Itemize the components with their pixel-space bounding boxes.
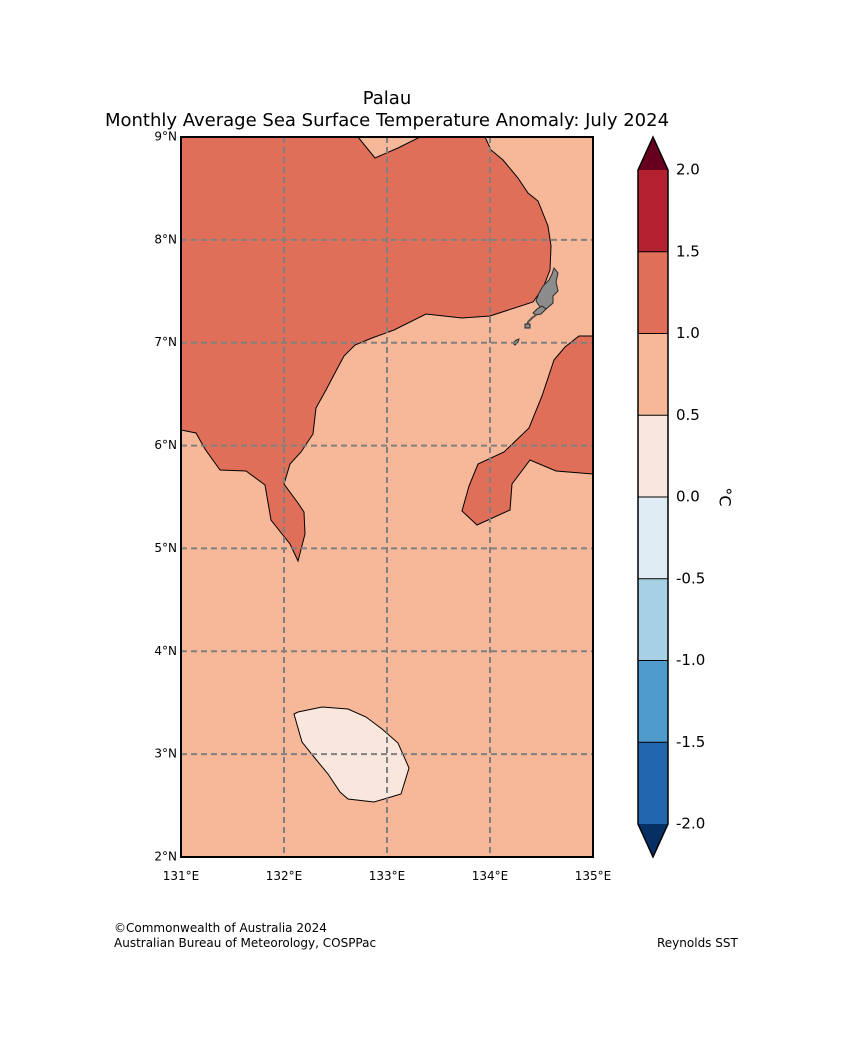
agency-text: Australian Bureau of Meteorology, COSPPa… — [114, 936, 377, 950]
field-1.0-to-1.5-north — [181, 137, 552, 563]
map-subtitle: Monthly Average Sea Surface Temperature … — [104, 110, 670, 131]
latitude-labels: 9°N 8°N 7°N 6°N 5°N 4°N 3°N 2°N — [154, 130, 177, 864]
copyright-text: ©Commonwealth of Australia 2024 — [114, 921, 327, 935]
data-source-text: Reynolds SST — [657, 936, 738, 950]
colorbar-outline — [637, 135, 669, 859]
lon-tick-label: 133°E — [369, 869, 406, 883]
colorbar: 2.0 1.5 1.0 0.5 0.0 -0.5 -1.0 -1.5 -2.0 °C — [637, 135, 735, 859]
lat-tick-label: 2°N — [154, 850, 177, 864]
colorbar-tick-label: -2.0 — [676, 815, 705, 833]
lon-tick-label: 134°E — [472, 869, 509, 883]
colorbar-tick-label: 1.5 — [676, 242, 700, 260]
peleliu-island — [524, 323, 531, 329]
lat-tick-label: 5°N — [154, 541, 177, 555]
lon-tick-label: 135°E — [575, 869, 612, 883]
colorbar-bin — [638, 333, 668, 416]
colorbar-tick-label: 0.5 — [676, 406, 700, 424]
colorbar-tick-label: 2.0 — [676, 161, 700, 179]
colorbar-tick-label: 0.0 — [676, 488, 700, 506]
lon-tick-label: 132°E — [266, 869, 303, 883]
colorbar-tick-label: 1.0 — [676, 324, 700, 342]
colorbar-bin — [638, 415, 668, 498]
colorbar-tick-label: -0.5 — [676, 569, 705, 587]
longitude-labels: 131°E 132°E 133°E 134°E 135°E — [163, 869, 612, 883]
colorbar-extend-min — [638, 824, 668, 857]
map-title: Palau — [362, 88, 412, 109]
colorbar-tick-label: -1.5 — [676, 733, 705, 751]
colorbar-bin — [638, 742, 668, 825]
colorbar-bin — [638, 170, 668, 253]
colorbar-tick-label: -1.0 — [676, 651, 705, 669]
colorbar-unit-label: °C — [716, 487, 735, 506]
lat-tick-label: 7°N — [154, 335, 177, 349]
colorbar-bin — [638, 251, 668, 334]
lat-tick-label: 3°N — [154, 747, 177, 761]
lat-tick-label: 6°N — [154, 438, 177, 452]
field-1.0-to-1.5-east — [461, 335, 593, 526]
colorbar-bin — [638, 497, 668, 580]
lat-tick-label: 4°N — [154, 644, 177, 658]
map-frame — [180, 136, 594, 858]
lon-tick-label: 131°E — [163, 869, 200, 883]
gridlines — [181, 137, 593, 857]
colorbar-bin — [638, 578, 668, 661]
lat-tick-label: 9°N — [154, 130, 177, 144]
lat-tick-label: 8°N — [154, 232, 177, 246]
colorbar-extend-max — [638, 137, 668, 170]
colorbar-bin — [638, 660, 668, 743]
anomaly-field — [181, 137, 593, 857]
